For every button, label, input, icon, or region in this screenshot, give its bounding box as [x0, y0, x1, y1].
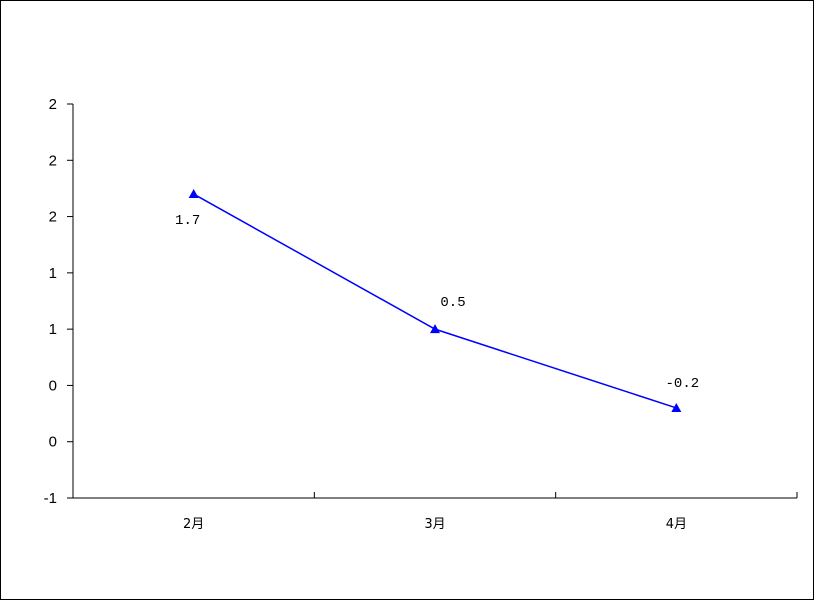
y-tick-label: 1 — [49, 321, 57, 338]
series — [188, 189, 682, 412]
data-point-marker — [430, 324, 440, 334]
y-tick-label: 0 — [49, 434, 57, 451]
y-tick-labels: -1 0 0 1 1 2 2 2 — [44, 96, 57, 507]
data-label: 0.5 — [440, 295, 465, 311]
y-tick-label: 2 — [49, 96, 57, 113]
y-tick-label: 0 — [49, 377, 57, 394]
data-point-marker — [188, 189, 199, 199]
y-tick-label: 1 — [49, 265, 57, 282]
data-point-marker — [671, 402, 682, 412]
series-line — [193, 193, 677, 409]
axes — [67, 103, 798, 499]
data-label: -0.2 — [666, 376, 700, 392]
x-tick-label: 4月 — [666, 517, 687, 532]
y-tick-label: -1 — [44, 490, 57, 507]
y-tick-label: 2 — [49, 209, 57, 226]
data-labels: 1.7 0.5 -0.2 — [175, 213, 699, 392]
data-label: 1.7 — [175, 213, 200, 229]
x-tick-labels: 2月 3月 4月 — [183, 517, 687, 532]
x-tick-label: 3月 — [424, 517, 445, 532]
y-tick-label: 2 — [49, 152, 57, 169]
x-tick-label: 2月 — [183, 517, 204, 532]
